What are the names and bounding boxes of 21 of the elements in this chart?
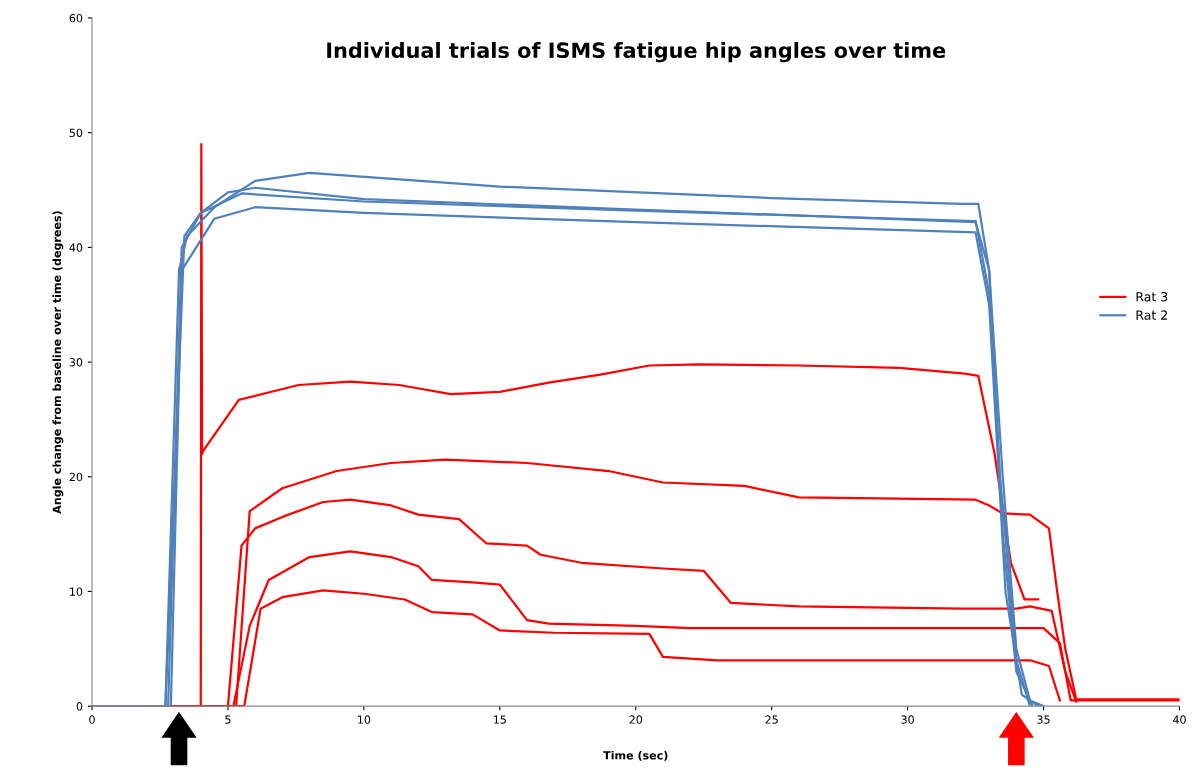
y-tick-label: 10 <box>70 587 83 596</box>
legend-label: Rat 3 <box>1136 292 1168 302</box>
x-tick-label: 20 <box>629 715 643 724</box>
x-tick-label: 15 <box>493 715 506 724</box>
x-tick-label: 35 <box>1037 715 1050 724</box>
x-tick-label: 40 <box>1172 715 1186 724</box>
y-tick-label: 0 <box>76 702 83 711</box>
legend-label: Rat 2 <box>1136 310 1167 320</box>
y-tick-label: 30 <box>69 358 83 367</box>
text: Individual trials of ISMS fatigue hip angles over time <box>327 41 946 63</box>
y-tick-label: 40 <box>69 243 83 252</box>
y-tick-label: 60 <box>69 13 83 23</box>
y-tick-label: 50 <box>69 128 83 138</box>
x-tick-label: 0 <box>89 715 95 724</box>
x-tick-label: 25 <box>765 715 778 724</box>
x-tick-label: 30 <box>901 715 914 724</box>
x-tick-label: 5 <box>225 715 231 724</box>
x-axis-title: Time (sec) <box>603 750 668 761</box>
y-axis-title: Angle change from baseline over time (degrees) <box>52 211 64 514</box>
y-tick-label: 20 <box>69 472 83 482</box>
x-tick-label: 10 <box>358 715 371 724</box>
